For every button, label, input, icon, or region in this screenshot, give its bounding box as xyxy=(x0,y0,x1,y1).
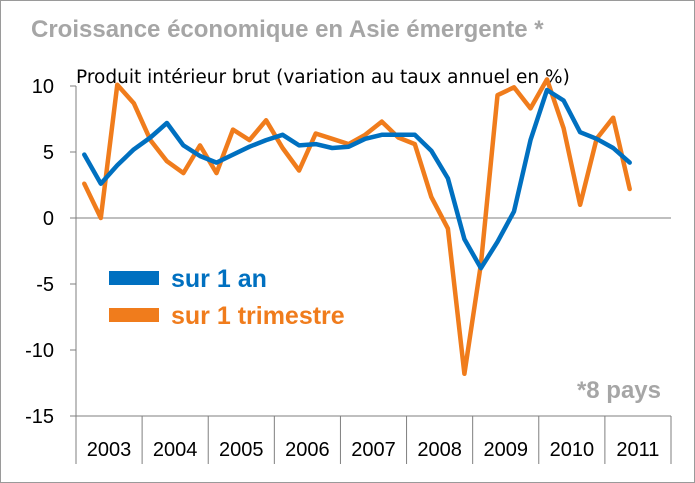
x-year-label: 2010 xyxy=(550,439,595,461)
series-lines xyxy=(82,77,632,377)
series-line-sur-1-an xyxy=(82,87,632,271)
x-year-label: 2009 xyxy=(483,439,528,461)
chart-subtitle: Produit intérieur brut (variation au tau… xyxy=(76,67,570,88)
legend: sur 1 an sur 1 trimestre xyxy=(109,265,345,330)
y-tick-label: 0 xyxy=(43,208,54,230)
legend-label-sur-1-an: sur 1 an xyxy=(171,265,267,293)
x-year-label: 2011 xyxy=(616,439,659,461)
legend-label-sur-1-trimestre: sur 1 trimestre xyxy=(171,302,345,330)
x-year-label: 2005 xyxy=(219,439,264,461)
x-year-label: 2006 xyxy=(285,439,330,461)
legend-swatch-sur-1-an xyxy=(109,271,159,285)
y-axis-tick-labels: 10 5 0 -5 -10 -15 xyxy=(25,76,54,428)
x-axis-year-labels: 2003 2004 2005 2006 2007 2008 2009 2010 2011 xyxy=(87,439,660,461)
x-year-label: 2004 xyxy=(153,439,198,461)
y-tick-label: -15 xyxy=(25,406,54,428)
x-year-label: 2007 xyxy=(351,439,396,461)
series-line-sur-1-trimestre xyxy=(82,77,632,377)
chart-title: Croissance économique en Asie émergente … xyxy=(31,16,544,43)
y-tick-label: -10 xyxy=(25,340,54,362)
legend-swatch-sur-1-trimestre xyxy=(109,308,159,322)
y-tick-label: 5 xyxy=(43,142,54,164)
y-tick-label: 10 xyxy=(32,76,54,98)
footnote-8-pays: *8 pays xyxy=(577,377,661,404)
y-tick-label: -5 xyxy=(36,274,54,296)
x-year-label: 2008 xyxy=(417,439,462,461)
x-year-label: 2003 xyxy=(87,439,132,461)
axes xyxy=(70,85,672,464)
